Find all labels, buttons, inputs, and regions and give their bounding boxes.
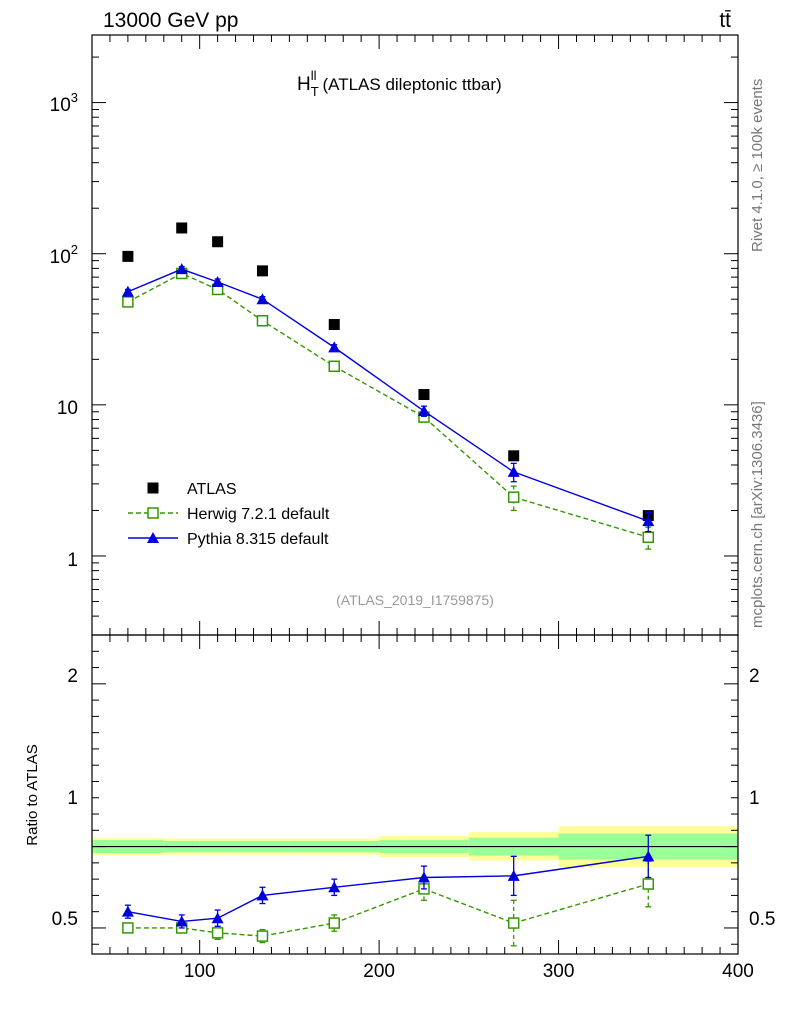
title-sub: T [311,84,319,99]
y-tick-label-1000: 103 [50,90,78,116]
x-tick-label-300: 300 [543,961,575,982]
legend-label-pythia: Pythia 8.315 default [187,531,329,548]
main-point-herwig [507,491,520,503]
legend-marker-pythia [147,532,159,543]
ratio-tick-label-05-right: 0.5 [749,909,775,930]
legend-markers [128,482,178,543]
process-label: tt̄ [719,9,731,32]
main-point-atlas [122,250,134,262]
y-tick-label-100: 102 [50,242,78,268]
legend-label-atlas: ATLAS [187,481,237,498]
main-point-pythia [256,293,269,305]
main-point-herwig [256,315,269,327]
main-point-pythia [328,341,341,353]
ratio-point-pythia [328,881,341,893]
main-point-atlas [212,236,224,248]
y-tick-label-1: 1 [67,550,78,571]
ratio-series-layer [121,834,655,947]
main-point-herwig [642,531,655,544]
ratio-point-herwig [122,922,134,934]
ratio-y-axis-label: Ratio to ATLAS [24,744,41,845]
main-point-atlas [256,265,268,277]
ratio-point-pythia [121,905,134,917]
x-tick-label-100: 100 [184,961,216,982]
ratio-point-herwig [328,917,340,929]
x-tick-label-400: 400 [722,961,754,982]
main-point-pythia [121,285,134,297]
ratio-point-pythia [507,869,520,881]
ratio-point-pythia [211,912,224,924]
x-tick-labels: 100 200 300 400 [184,961,754,982]
main-point-atlas [418,389,430,401]
legend-label-herwig: Herwig 7.2.1 default [187,506,330,523]
main-point-pythia [642,515,655,527]
ratio-point-herwig [211,927,224,939]
plot-title: HTll (ATLAS dileptonic ttbar) [297,68,502,99]
ratio-tick-label-1-right: 1 [749,788,760,809]
energy-label: 13000 GeV pp [103,9,238,32]
ratio-axis-ticks [92,635,739,954]
x-tick-label-200: 200 [363,961,395,982]
title-main: H [297,74,311,95]
rivet-label: Rivet 4.1.0, ≥ 100k events [749,79,766,252]
main-point-atlas [176,222,188,234]
ratio-y-tick-labels: 2 1 0.5 2 1 0.5 [52,666,776,930]
main-point-atlas [508,450,520,462]
title-rest: (ATLAS dileptonic ttbar) [322,75,501,94]
ratio-point-pythia [175,915,188,927]
analysis-watermark: (ATLAS_2019_I1759875) [336,592,494,608]
legend-marker-atlas [147,482,159,494]
mcplots-label: mcplots.cern.ch [arXiv:1306.3436] [749,401,766,628]
main-point-herwig [328,360,340,373]
ratio-uncertainty-bands [92,826,738,867]
main-point-pythia [507,465,520,477]
ratio-tick-label-2-left: 2 [67,666,78,687]
main-point-pythia [211,275,224,287]
legend: ATLAS Herwig 7.2.1 default Pythia 8.315 … [128,481,330,548]
ratio-point-herwig [507,917,520,929]
legend-marker-herwig [147,507,159,519]
main-line-pythia [127,268,649,522]
main-series-layer [121,222,655,550]
ratio-tick-label-1-left: 1 [67,788,78,809]
ratio-point-pythia [256,889,269,901]
ratio-tick-label-2-right: 2 [749,666,760,687]
main-point-pythia [417,405,430,417]
main-point-pythia [175,263,188,275]
ratio-point-pythia [417,871,430,883]
ratio-point-herwig [642,878,655,890]
main-line-herwig [127,272,649,538]
title-sup: ll [311,68,317,83]
main-point-herwig [122,296,134,308]
main-axis-ticks [92,35,739,636]
ratio-line-herwig [127,883,649,937]
ratio-line-pythia [127,855,649,923]
main-point-atlas [328,319,340,331]
ratio-tick-label-05-left: 0.5 [52,909,78,930]
ratio-panel-frame [91,634,739,955]
ratio-point-herwig [256,930,269,942]
ratio-point-pythia [642,850,655,862]
main-y-tick-labels: 103 102 10 1 [50,90,78,571]
y-tick-label-10: 10 [57,398,78,419]
